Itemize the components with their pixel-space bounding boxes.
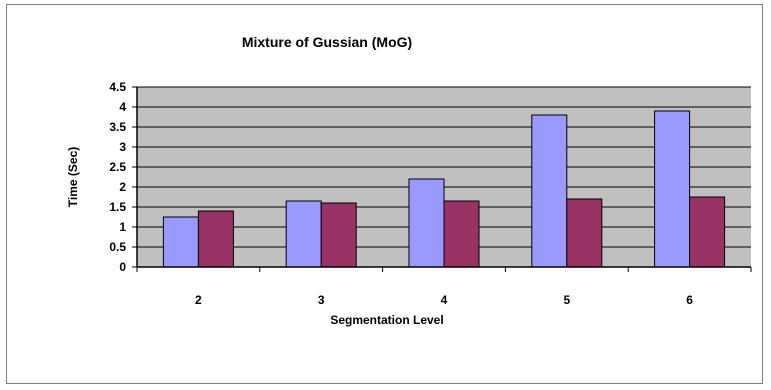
bar-series-2: [443, 200, 480, 268]
x-tick-label: 3: [318, 293, 325, 307]
y-tick-label: 0: [119, 260, 126, 274]
bar-series-1: [285, 200, 322, 268]
x-tick-label: 2: [195, 293, 202, 307]
bar-chart: Mixture of Gussian (MoG) 0 0.5 1 1.5 2 2.5 3 3.…: [66, 34, 752, 327]
bar-series-2: [320, 202, 357, 268]
bar-series-2: [689, 196, 726, 268]
y-tick-label: 3: [119, 140, 126, 154]
bar-series-2: [566, 198, 603, 268]
bar-series-2: [197, 210, 234, 268]
x-tick-labels: 2 3 4 5 6: [136, 267, 752, 307]
chart-frame: Mixture of Gussian (MoG) 0 0.5 1 1.5 2 2.5 3 3.…: [6, 4, 763, 384]
y-tick-label: 0.5: [109, 240, 126, 254]
y-tick-label: 4.5: [109, 80, 126, 94]
y-tick-label: 3.5: [109, 120, 126, 134]
y-tick-label: 4: [119, 100, 126, 114]
axes: [136, 87, 751, 268]
y-axis-label: Time (Sec): [66, 147, 80, 207]
y-tick-label: 1: [119, 220, 126, 234]
y-tick-label: 1.5: [109, 200, 126, 214]
y-tick-labels: 0 0.5 1 1.5 2 2.5 3 3.5 4 4.5: [109, 80, 137, 274]
bars: [162, 110, 726, 268]
chart-title: Mixture of Gussian (MoG): [242, 34, 412, 50]
bar-series-1: [654, 110, 691, 268]
x-tick-label: 6: [686, 293, 693, 307]
bar-series-1: [162, 216, 199, 268]
x-tick-label: 5: [563, 293, 570, 307]
bar-series-1: [531, 114, 568, 268]
x-tick-label: 4: [441, 293, 448, 307]
y-tick-label: 2.5: [109, 160, 126, 174]
y-tick-label: 2: [119, 180, 126, 194]
x-axis-label: Segmentation Level: [330, 313, 443, 327]
bar-series-1: [408, 178, 445, 268]
